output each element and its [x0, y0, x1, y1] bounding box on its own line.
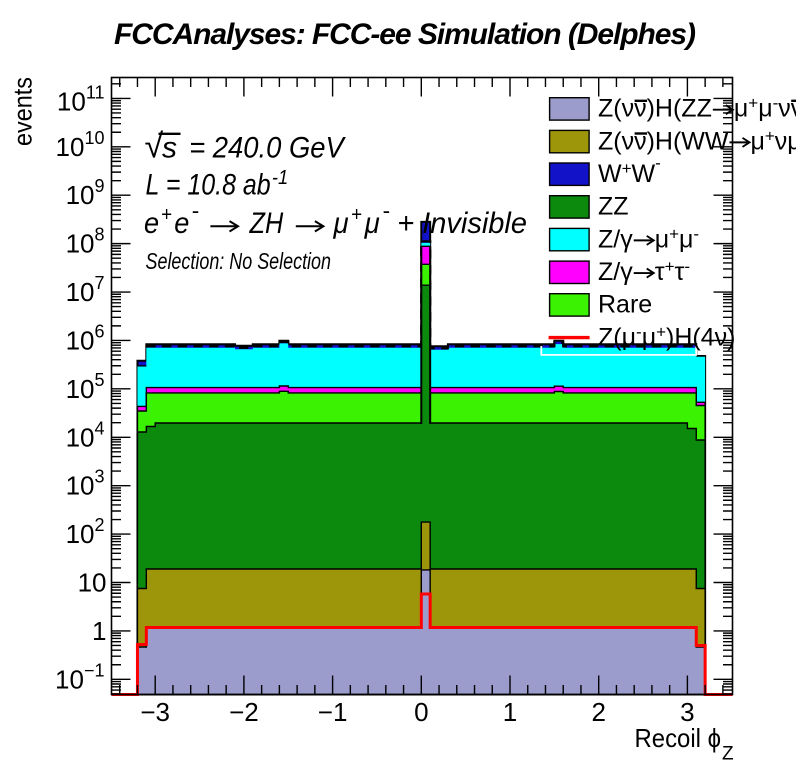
svg-text:+: + — [161, 204, 172, 226]
svg-text:ν: ν — [791, 95, 796, 123]
svg-text:τ: τ — [655, 258, 665, 286]
svg-text:ν: ν — [634, 95, 647, 123]
svg-text:Z(μ: Z(μ — [598, 323, 636, 351]
svg-text:μ: μ — [758, 95, 772, 123]
svg-text:μ: μ — [734, 95, 748, 123]
svg-text:ZZ: ZZ — [598, 193, 629, 221]
svg-text:Z(ν: Z(ν — [598, 95, 634, 123]
svg-text:s: s — [162, 132, 177, 165]
svg-text:1: 1 — [92, 616, 106, 646]
svg-text:ν: ν — [634, 127, 647, 155]
svg-text:e: e — [174, 207, 189, 240]
svg-text:+: + — [622, 159, 632, 178]
svg-text:-: - — [693, 224, 699, 243]
svg-text:W: W — [632, 160, 656, 188]
svg-text:1010: 1010 — [56, 128, 105, 162]
svg-text:−2: −2 — [229, 697, 259, 727]
svg-text:τ: τ — [675, 258, 685, 286]
svg-text:Z/γ: Z/γ — [598, 225, 633, 253]
svg-text:108: 108 — [66, 225, 105, 259]
svg-text:10: 10 — [78, 568, 107, 598]
svg-text:Selection: No Selection: Selection: No Selection — [146, 248, 332, 274]
svg-text:μ: μ — [333, 207, 349, 240]
svg-text:−1: −1 — [318, 697, 348, 727]
svg-text:-: - — [684, 257, 690, 276]
svg-text:ZH: ZH — [249, 207, 284, 240]
svg-text:e: e — [144, 207, 159, 240]
svg-text:)H(4ν): )H(4ν) — [666, 323, 735, 351]
svg-text:events: events — [8, 77, 38, 146]
svg-text:-: - — [655, 154, 661, 173]
svg-text:+: + — [656, 322, 666, 341]
svg-text:μ: μ — [655, 225, 669, 253]
svg-text:−3: −3 — [140, 697, 170, 727]
svg-text:FCCAnalyses: FCC-ee Simulation: FCCAnalyses: FCC-ee Simulation (Delphes) — [114, 18, 696, 51]
svg-text:-: - — [636, 322, 642, 341]
svg-text:3: 3 — [680, 697, 694, 727]
svg-text:-: - — [192, 198, 200, 223]
svg-text:ν: ν — [778, 95, 791, 123]
svg-text:νμ: νμ — [775, 127, 796, 155]
svg-text:1: 1 — [503, 697, 517, 727]
svg-text:μ: μ — [642, 323, 656, 351]
svg-text:+: + — [748, 94, 758, 113]
svg-text:+: + — [765, 126, 775, 145]
svg-text:√: √ — [145, 128, 164, 166]
svg-text:μ: μ — [364, 207, 380, 240]
svg-text:W: W — [598, 160, 622, 188]
svg-text:0: 0 — [414, 697, 428, 727]
svg-text:μ: μ — [679, 225, 693, 253]
svg-text:2: 2 — [591, 697, 605, 727]
svg-text:)H(ZZ: )H(ZZ — [647, 95, 712, 123]
svg-text:+: + — [669, 224, 679, 243]
svg-text:+ Invisible: + Invisible — [397, 207, 527, 240]
svg-text:-: - — [773, 94, 779, 113]
svg-text:)H(WW: )H(WW — [647, 127, 729, 155]
svg-text:Recoil ϕ: Recoil ϕ — [635, 723, 722, 753]
svg-text:Z/γ: Z/γ — [598, 258, 633, 286]
svg-text:μ: μ — [751, 127, 765, 155]
svg-text:Z(ν: Z(ν — [598, 127, 634, 155]
svg-text:-1: -1 — [272, 167, 288, 189]
svg-text:= 240.0 GeV: = 240.0 GeV — [189, 132, 346, 165]
svg-text:Rare: Rare — [598, 291, 652, 319]
svg-text:-: - — [383, 198, 391, 223]
svg-text:Z: Z — [722, 744, 734, 765]
svg-text:10−1: 10−1 — [55, 660, 104, 694]
svg-text:L = 10.8 ab: L = 10.8 ab — [146, 169, 271, 202]
svg-text:+: + — [665, 257, 675, 276]
svg-text:+: + — [351, 204, 362, 226]
